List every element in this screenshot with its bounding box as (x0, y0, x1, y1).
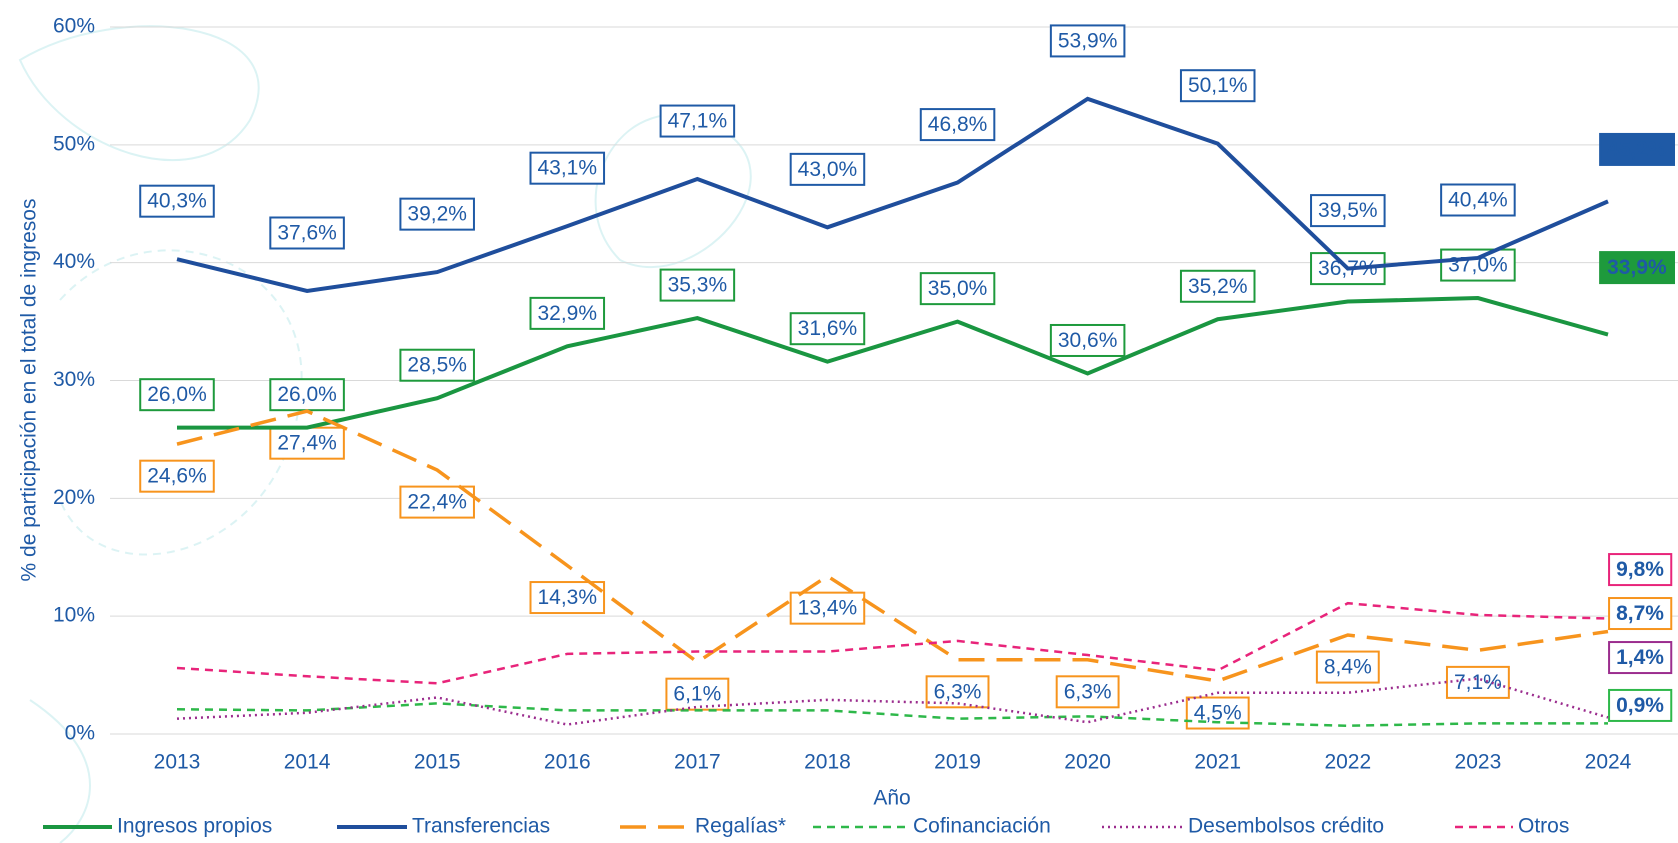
data-label: 45,2% (1607, 138, 1667, 161)
y-tick-label: 10% (53, 604, 95, 627)
data-label: 35,3% (668, 274, 728, 297)
y-axis-title: % de participación en el total de ingres… (18, 199, 41, 582)
y-tick-label: 30% (53, 368, 95, 391)
y-tick-label: 50% (53, 132, 95, 155)
legend-label: Transferencias (412, 815, 550, 838)
data-label: 39,5% (1318, 199, 1378, 222)
series-line (177, 703, 1608, 725)
data-label: 43,1% (537, 157, 597, 180)
legend-label: Otros (1518, 815, 1569, 838)
x-tick-label: 2014 (284, 751, 331, 774)
series-line (177, 603, 1608, 683)
data-label: 0,9% (1616, 694, 1664, 717)
data-label: 47,1% (668, 110, 728, 133)
background-decoration (20, 26, 751, 843)
data-label: 46,8% (928, 113, 988, 136)
data-label: 43,0% (798, 158, 858, 181)
x-axis-title: Año (873, 787, 910, 810)
series-line (177, 298, 1608, 428)
data-label: 6,3% (934, 680, 982, 703)
legend-label: Cofinanciación (913, 815, 1051, 838)
data-label: 14,3% (537, 586, 597, 609)
data-label: 33,9% (1607, 256, 1667, 279)
data-label: 35,2% (1188, 275, 1248, 298)
legend-label: Desembolsos crédito (1188, 815, 1384, 838)
legend-label: Regalías* (695, 815, 786, 838)
data-label: 27,4% (277, 432, 337, 455)
data-label: 7,1% (1454, 671, 1502, 694)
x-tick-label: 2018 (804, 751, 851, 774)
data-label: 8,7% (1616, 602, 1664, 625)
series-line (177, 679, 1608, 725)
data-labels: 26,0% 26,0% 28,5% 32,9% 35,3% 31,6% 35,0% 30,6%… (140, 25, 1674, 728)
data-label: 32,9% (537, 302, 597, 325)
chart: % de participación en el total de ingres… (0, 0, 1678, 843)
x-tick-label: 2020 (1064, 751, 1111, 774)
data-label: 31,6% (798, 317, 858, 340)
data-label: 1,4% (1616, 646, 1664, 669)
data-label: 39,2% (407, 203, 467, 226)
x-tick-label: 2015 (414, 751, 461, 774)
data-label: 28,5% (407, 354, 467, 377)
data-label: 8,4% (1324, 656, 1372, 679)
y-tick-label: 20% (53, 486, 95, 509)
data-label: 6,3% (1064, 680, 1112, 703)
data-label: 53,9% (1058, 29, 1118, 52)
x-tick-label: 2021 (1194, 751, 1241, 774)
x-tick-label: 2017 (674, 751, 721, 774)
data-label: 24,6% (147, 465, 207, 488)
y-tick-label: 40% (53, 250, 95, 273)
series-line (177, 99, 1608, 291)
data-label: 50,1% (1188, 74, 1248, 97)
data-label: 40,3% (147, 190, 207, 213)
legend-label: Ingresos propios (117, 815, 272, 838)
data-label: 22,4% (407, 491, 467, 514)
data-label: 9,8% (1616, 558, 1664, 581)
data-label: 6,1% (673, 683, 721, 706)
y-tick-label: 60% (53, 15, 95, 38)
y-tick-label: 0% (65, 722, 95, 745)
x-tick-label: 2019 (934, 751, 981, 774)
data-label: 13,4% (798, 597, 858, 620)
data-label: 35,0% (928, 277, 988, 300)
x-tick-label: 2024 (1585, 751, 1632, 774)
x-tick-label: 2022 (1324, 751, 1371, 774)
data-label: 26,0% (147, 383, 207, 406)
x-tick-label: 2013 (154, 751, 201, 774)
data-label: 40,4% (1448, 189, 1508, 212)
data-label: 26,0% (277, 383, 337, 406)
data-label: 30,6% (1058, 329, 1118, 352)
series-line (177, 411, 1608, 681)
x-tick-label: 2023 (1455, 751, 1502, 774)
x-tick-label: 2016 (544, 751, 591, 774)
data-label: 37,6% (277, 221, 337, 244)
